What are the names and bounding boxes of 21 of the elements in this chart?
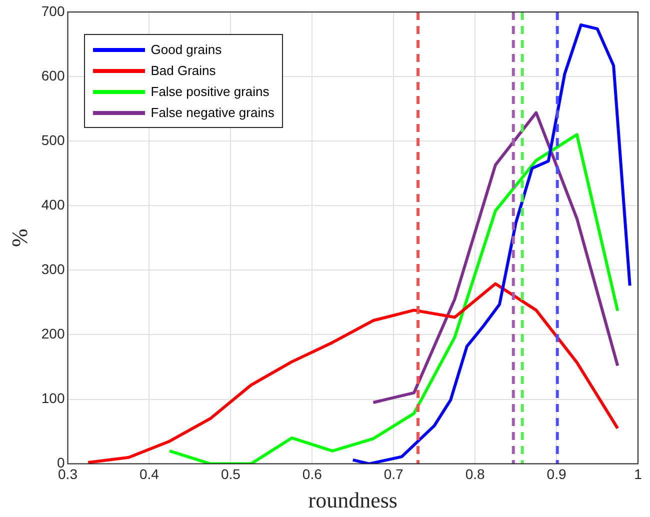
x-tick-label: 0.3 bbox=[58, 466, 78, 482]
y-tick-label: 700 bbox=[41, 2, 65, 19]
legend-label: Good grains bbox=[150, 42, 222, 57]
legend-label: False positive grains bbox=[150, 84, 270, 99]
y-tick-label: 100 bbox=[41, 390, 65, 406]
x-tick-label: 0.5 bbox=[220, 466, 241, 482]
x-tick-label: 1 bbox=[634, 466, 642, 482]
x-axis-title: roundness bbox=[308, 488, 398, 513]
x-tick-label: 0.8 bbox=[465, 466, 486, 482]
y-tick-label: 400 bbox=[41, 196, 65, 212]
y-axis-title: % bbox=[6, 228, 32, 248]
y-tick-label: 200 bbox=[41, 326, 65, 342]
legend-label: False negative grains bbox=[150, 105, 274, 120]
x-tick-label: 0.9 bbox=[546, 466, 566, 482]
x-tick-label: 0.4 bbox=[139, 466, 160, 482]
x-tick-label: 0.6 bbox=[302, 466, 322, 482]
x-tick-label: 0.7 bbox=[384, 466, 404, 482]
y-tick-label: 300 bbox=[41, 261, 65, 278]
y-tick-label: 600 bbox=[41, 67, 65, 84]
legend-label: Bad Grains bbox=[150, 63, 216, 78]
y-tick-label: 500 bbox=[41, 132, 65, 148]
